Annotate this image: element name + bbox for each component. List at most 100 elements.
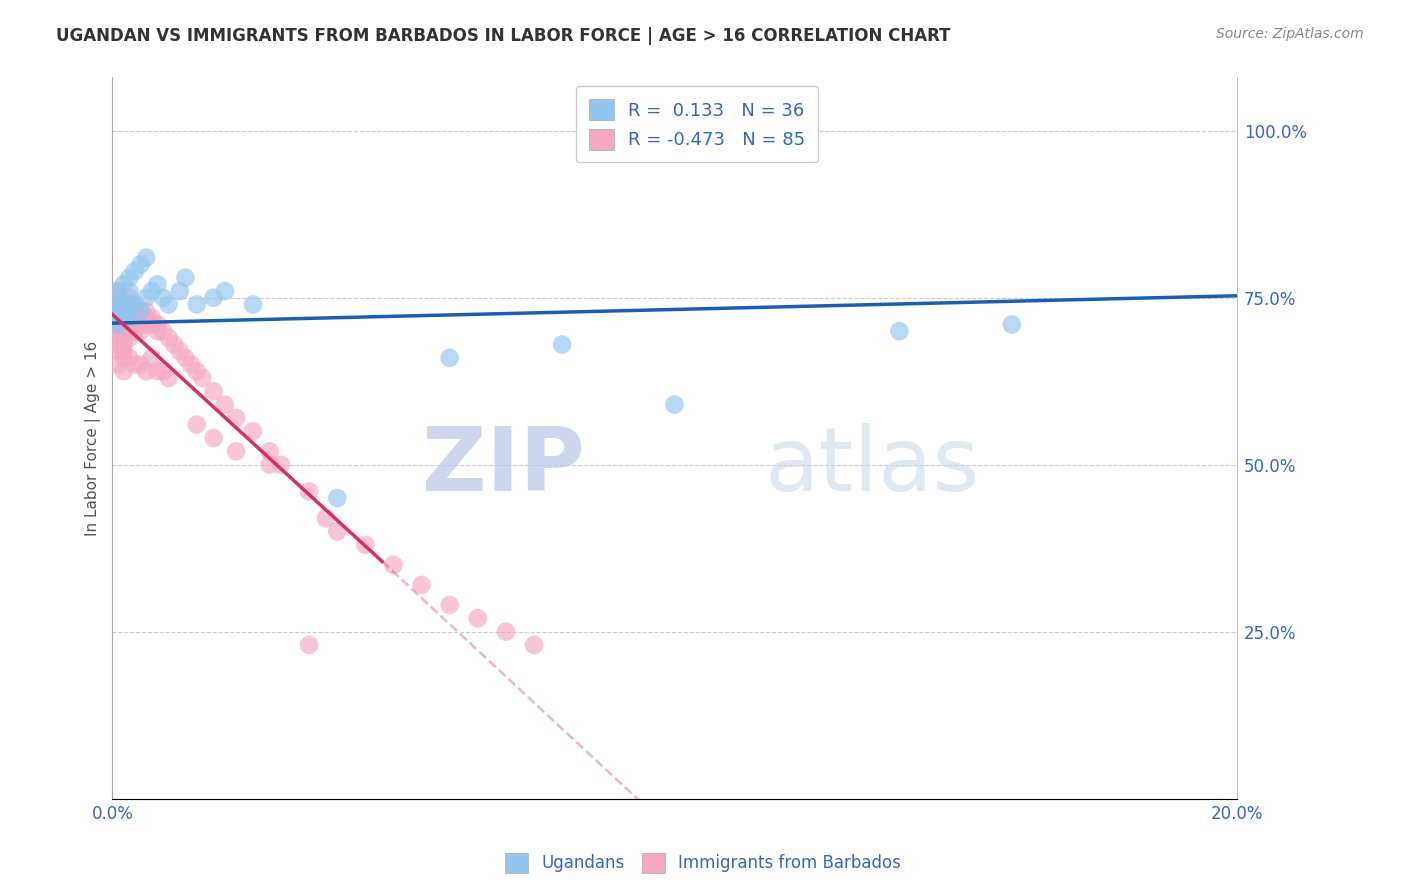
Point — [141, 351, 163, 365]
Point — [118, 284, 141, 298]
Point — [118, 310, 141, 325]
Point — [129, 304, 152, 318]
Point — [214, 398, 236, 412]
Point — [146, 324, 169, 338]
Point — [467, 611, 489, 625]
Point — [152, 324, 174, 338]
Point — [107, 291, 129, 305]
Point — [141, 310, 163, 325]
Point — [107, 297, 129, 311]
Point — [118, 297, 141, 311]
Point — [135, 251, 157, 265]
Point — [118, 331, 141, 345]
Point — [129, 304, 152, 318]
Point — [107, 324, 129, 338]
Point — [146, 318, 169, 332]
Point — [163, 337, 186, 351]
Point — [242, 297, 264, 311]
Point — [135, 318, 157, 332]
Point — [157, 297, 180, 311]
Point — [664, 398, 686, 412]
Point — [135, 364, 157, 378]
Point — [259, 444, 281, 458]
Point — [225, 444, 247, 458]
Point — [118, 318, 141, 332]
Point — [118, 297, 141, 311]
Point — [411, 578, 433, 592]
Point — [112, 351, 135, 365]
Point — [124, 297, 146, 311]
Point — [107, 318, 129, 332]
Point — [135, 310, 157, 325]
Point — [112, 364, 135, 378]
Text: atlas: atlas — [765, 424, 980, 510]
Point — [112, 277, 135, 292]
Point — [124, 297, 146, 311]
Point — [135, 291, 157, 305]
Point — [107, 284, 129, 298]
Point — [112, 304, 135, 318]
Point — [124, 358, 146, 372]
Point — [112, 310, 135, 325]
Point — [124, 318, 146, 332]
Point — [315, 511, 337, 525]
Point — [191, 371, 214, 385]
Point — [146, 364, 169, 378]
Point — [112, 337, 135, 351]
Point — [112, 344, 135, 359]
Point — [551, 337, 574, 351]
Point — [129, 257, 152, 271]
Point — [129, 310, 152, 325]
Point — [186, 417, 208, 432]
Point — [112, 310, 135, 325]
Point — [298, 484, 321, 499]
Text: Source: ZipAtlas.com: Source: ZipAtlas.com — [1216, 27, 1364, 41]
Text: UGANDAN VS IMMIGRANTS FROM BARBADOS IN LABOR FORCE | AGE > 16 CORRELATION CHART: UGANDAN VS IMMIGRANTS FROM BARBADOS IN L… — [56, 27, 950, 45]
Point — [118, 324, 141, 338]
Point — [129, 358, 152, 372]
Point — [107, 318, 129, 332]
Point — [202, 431, 225, 445]
Point — [174, 351, 197, 365]
Point — [186, 364, 208, 378]
Point — [382, 558, 405, 572]
Point — [202, 384, 225, 399]
Point — [107, 284, 129, 298]
Text: ZIP: ZIP — [422, 424, 585, 510]
Point — [107, 310, 129, 325]
Point — [112, 304, 135, 318]
Point — [112, 324, 135, 338]
Point — [124, 310, 146, 325]
Point — [112, 331, 135, 345]
Point — [186, 297, 208, 311]
Point — [118, 304, 141, 318]
Point — [118, 351, 141, 365]
Point — [107, 337, 129, 351]
Legend: Ugandans, Immigrants from Barbados: Ugandans, Immigrants from Barbados — [498, 847, 908, 880]
Point — [107, 291, 129, 305]
Point — [124, 264, 146, 278]
Point — [118, 291, 141, 305]
Point — [107, 297, 129, 311]
Point — [107, 304, 129, 318]
Point — [112, 297, 135, 311]
Point — [129, 318, 152, 332]
Point — [354, 538, 377, 552]
Point — [439, 351, 461, 365]
Point — [242, 425, 264, 439]
Point — [141, 284, 163, 298]
Point — [214, 284, 236, 298]
Point — [107, 304, 129, 318]
Point — [157, 331, 180, 345]
Point — [1001, 318, 1024, 332]
Point — [169, 284, 191, 298]
Point — [180, 358, 202, 372]
Point — [152, 364, 174, 378]
Point — [326, 491, 349, 505]
Point — [889, 324, 911, 338]
Point — [107, 331, 129, 345]
Point — [107, 344, 129, 359]
Point — [157, 371, 180, 385]
Point — [112, 318, 135, 332]
Point — [523, 638, 546, 652]
